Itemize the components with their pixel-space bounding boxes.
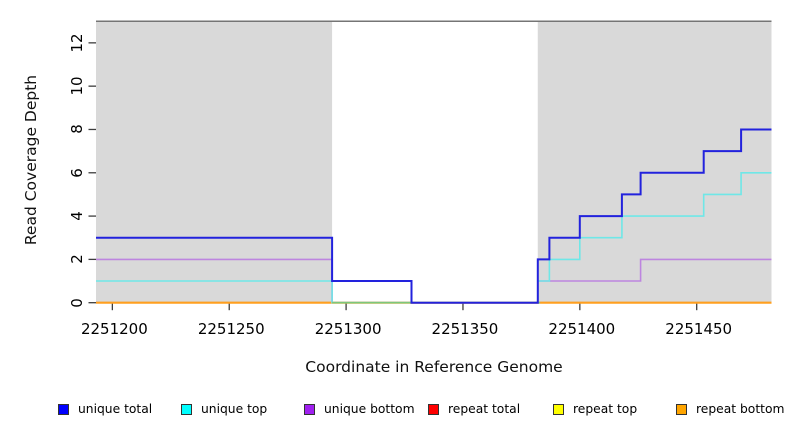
- y-tick-label: 12: [68, 33, 86, 53]
- legend-swatch-unique-top: [181, 403, 192, 415]
- legend-item-label: unique top: [201, 402, 268, 416]
- legend-item-unique-top: unique top: [181, 398, 267, 420]
- y-tick-label: 10: [68, 76, 86, 96]
- legend-swatch-repeat-top: [553, 403, 564, 415]
- x-tick-label: 2251250: [197, 320, 265, 338]
- legend-item-label: repeat bottom: [696, 402, 785, 416]
- legend-item-label: unique total: [78, 402, 153, 416]
- y-tick-label: 8: [68, 124, 86, 135]
- y-tick-label: 0: [68, 297, 86, 308]
- legend-item-unique-total: unique total: [58, 398, 152, 420]
- y-tick-label: 4: [68, 211, 86, 221]
- exon-region: [537, 21, 772, 303]
- x-tick-label: 2251400: [548, 320, 616, 338]
- y-tick-label: 2: [68, 254, 86, 265]
- exon-region: [96, 21, 333, 303]
- legend-item-repeat-top: repeat top: [553, 398, 637, 420]
- legend-item-label: repeat total: [448, 402, 521, 416]
- y-tick-label: 6: [68, 167, 86, 178]
- legend-item-unique-bottom: unique bottom: [304, 398, 415, 420]
- legend-swatch-unique-bottom: [304, 403, 315, 415]
- x-tick-label: 2251450: [665, 320, 733, 338]
- x-tick-label: 2251350: [431, 320, 499, 338]
- x-tick-label: 2251300: [314, 320, 382, 338]
- legend-item-repeat-bottom: repeat bottom: [676, 398, 784, 420]
- y-axis-title: Read Coverage Depth: [22, 74, 40, 246]
- x-tick-label: 2251200: [80, 320, 148, 338]
- legend-item-label: repeat top: [573, 402, 638, 416]
- legend-item-label: unique bottom: [324, 402, 415, 416]
- legend-swatch-unique-total: [58, 403, 69, 415]
- series-line-unique-total: [96, 128, 772, 304]
- legend: unique total unique top unique bottom repea…: [0, 398, 792, 424]
- legend-item-repeat-total: repeat total: [428, 398, 520, 420]
- x-axis-title: Coordinate in Reference Genome: [305, 358, 563, 376]
- legend-swatch-repeat-total: [428, 403, 439, 415]
- legend-swatch-repeat-bottom: [676, 403, 687, 415]
